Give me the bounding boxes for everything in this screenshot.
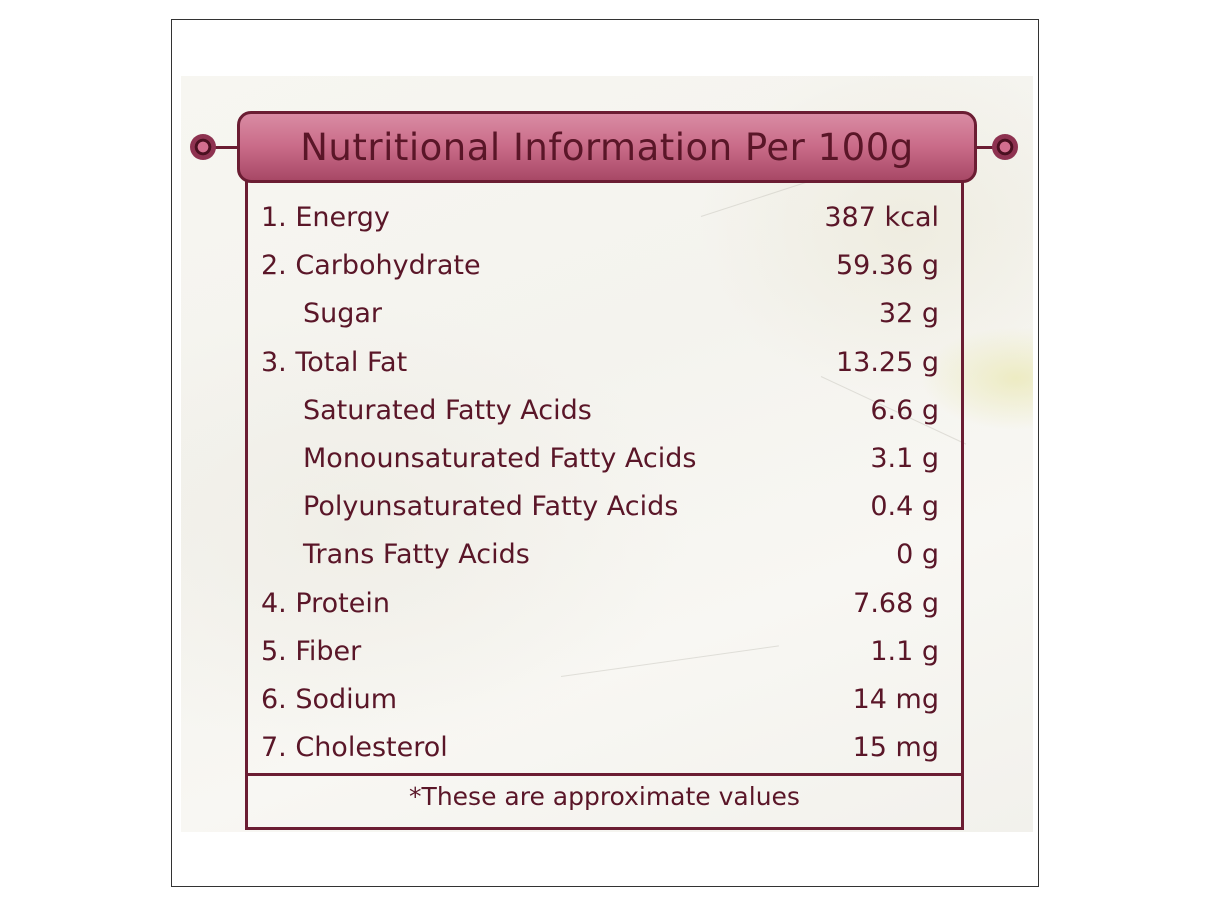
table-row: Monounsaturated Fatty Acids 3.1 g — [248, 435, 961, 483]
nutrition-table: 1. Energy 387 kcal 2. Carbohydrate 59.36 g S… — [245, 180, 964, 830]
banner-right-connector — [974, 146, 1002, 149]
footnote: *These are approximate values — [409, 782, 800, 811]
nutrient-label: Saturated Fatty Acids — [303, 394, 592, 426]
title-banner: Nutritional Information Per 100g — [237, 111, 977, 183]
nutrient-label: Monounsaturated Fatty Acids — [303, 443, 697, 474]
table-row: Polyunsaturated Fatty Acids 0.4 g — [248, 483, 961, 531]
page-title: Nutritional Information Per 100g — [300, 125, 914, 169]
nutrient-label: Polyunsaturated Fatty Acids — [303, 491, 679, 523]
table-row: Saturated Fatty Acids 6.6 g — [248, 387, 961, 435]
right-ornament-icon — [992, 134, 1018, 160]
nutrient-value: 0 g — [896, 539, 939, 571]
table-row: 4. Protein 7.68 g — [248, 580, 961, 628]
nutrient-label: 4. Protein — [261, 587, 390, 619]
nutrient-label: 7. Cholesterol — [261, 732, 448, 764]
table-row: 5. Fiber 1.1 g — [248, 628, 961, 676]
nutrient-label: 2. Carbohydrate — [261, 250, 481, 282]
marble-background — [181, 76, 1033, 832]
nutrient-value: 387 kcal — [824, 202, 939, 233]
table-row: Sugar 32 g — [248, 290, 961, 338]
nutrient-value: 7.68 g — [853, 587, 939, 619]
nutrient-label: Sugar — [303, 298, 383, 330]
table-row: Trans Fatty Acids 0 g — [248, 531, 961, 579]
nutrient-label: 3. Total Fat — [261, 346, 408, 378]
nutrient-value: 3.1 g — [870, 443, 939, 474]
nutrient-value: 6.6 g — [870, 394, 939, 426]
banner-left-connector — [210, 146, 240, 149]
nutrient-value: 0.4 g — [870, 491, 939, 523]
table-row: 6. Sodium 14 mg — [248, 676, 961, 724]
nutrient-label: 6. Sodium — [261, 684, 398, 715]
footnote-divider — [248, 773, 961, 776]
nutrient-label: Trans Fatty Acids — [303, 539, 530, 571]
nutrient-value: 14 mg — [852, 684, 939, 715]
nutrient-value: 1.1 g — [870, 635, 939, 667]
table-row: 1. Energy 387 kcal — [248, 194, 961, 242]
nutrient-value: 15 mg — [852, 732, 939, 764]
table-row: 2. Carbohydrate 59.36 g — [248, 242, 961, 290]
left-ornament-icon — [190, 134, 216, 160]
nutrient-value: 59.36 g — [835, 250, 939, 282]
nutrient-label: 5. Fiber — [261, 635, 362, 667]
nutrient-label: 1. Energy — [261, 202, 390, 233]
nutrient-value: 32 g — [878, 298, 939, 330]
nutrient-value: 13.25 g — [835, 346, 939, 378]
table-row: 7. Cholesterol 15 mg — [248, 724, 961, 772]
table-row: 3. Total Fat 13.25 g — [248, 339, 961, 387]
